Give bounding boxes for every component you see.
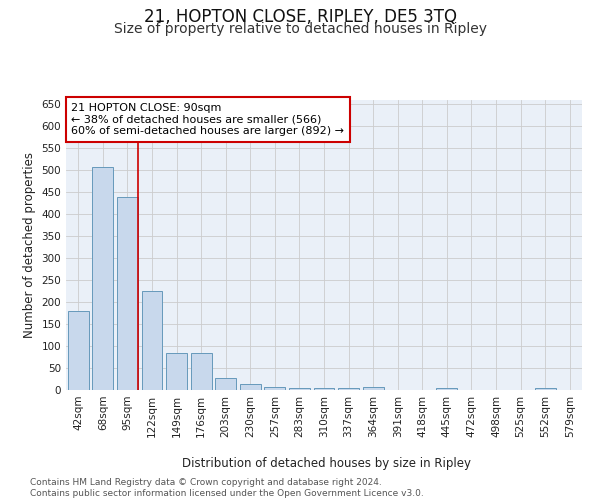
Bar [191,352,212,390]
Bar [265,387,286,390]
Text: 21, HOPTON CLOSE, RIPLEY, DE5 3TQ: 21, HOPTON CLOSE, RIPLEY, DE5 3TQ [143,8,457,26]
Bar [142,291,163,390]
Bar [289,388,310,390]
Bar [338,388,359,390]
Bar [314,388,334,390]
Bar [166,352,187,390]
Bar [117,196,138,390]
Text: Size of property relative to detached houses in Ripley: Size of property relative to detached ho… [113,22,487,36]
Bar [535,388,556,390]
Bar [68,311,89,390]
Text: 21 HOPTON CLOSE: 90sqm
← 38% of detached houses are smaller (566)
60% of semi-de: 21 HOPTON CLOSE: 90sqm ← 38% of detached… [71,103,344,136]
Bar [362,387,383,390]
Text: Contains HM Land Registry data © Crown copyright and database right 2024.
Contai: Contains HM Land Registry data © Crown c… [30,478,424,498]
Y-axis label: Number of detached properties: Number of detached properties [23,152,36,338]
Bar [240,384,261,390]
Text: Distribution of detached houses by size in Ripley: Distribution of detached houses by size … [182,458,472,470]
Bar [436,388,457,390]
Bar [215,378,236,390]
Bar [92,167,113,390]
